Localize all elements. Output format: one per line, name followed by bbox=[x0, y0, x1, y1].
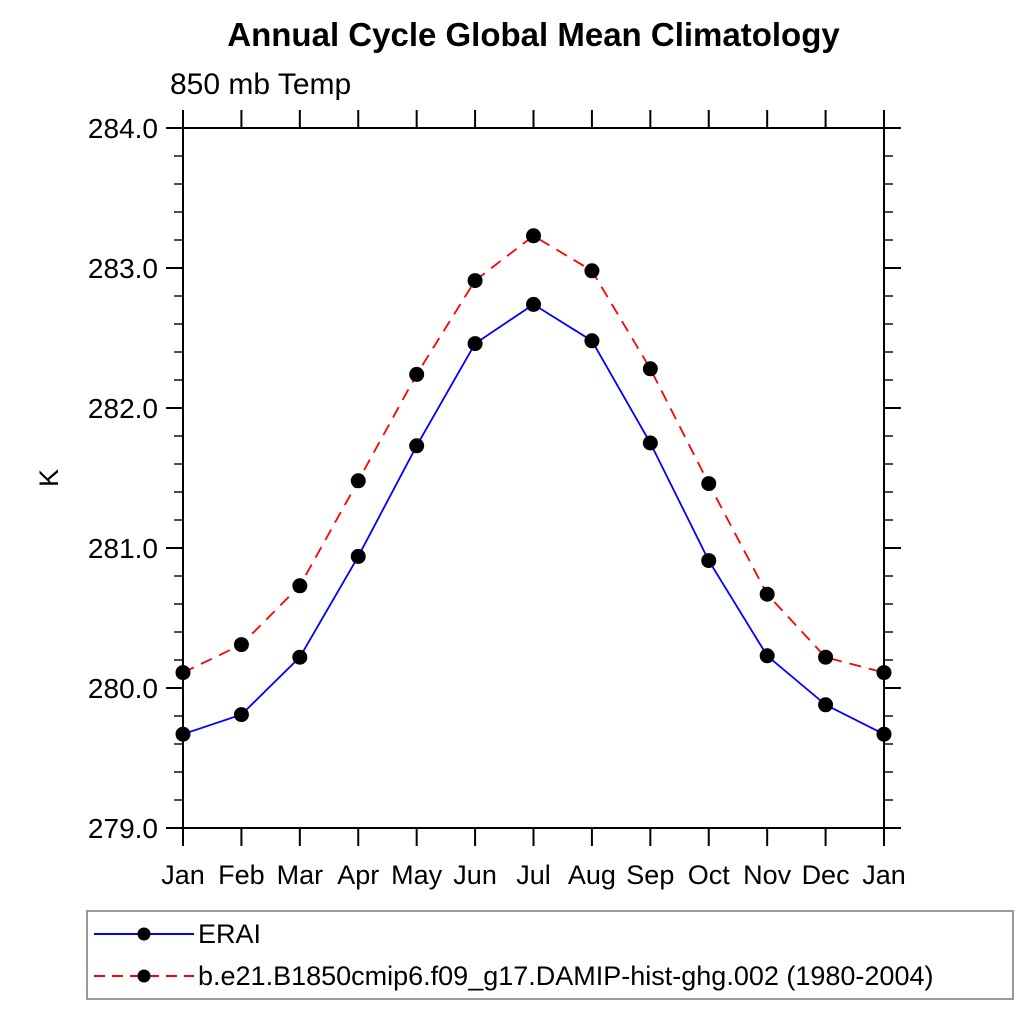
y-tick-label: 282.0 bbox=[88, 393, 158, 424]
x-tick-label: Aug bbox=[568, 860, 616, 890]
data-point-marker bbox=[818, 649, 834, 665]
data-point-marker bbox=[759, 586, 775, 602]
data-point-marker bbox=[642, 361, 658, 377]
legend-item-erai: ERAI bbox=[88, 913, 1012, 955]
legend: ERAI b.e21.B1850cmip6.f09_g17.DAMIP-hist… bbox=[86, 910, 1014, 1000]
data-point-marker bbox=[467, 273, 483, 289]
data-point-marker bbox=[526, 228, 541, 244]
plot-area: Jan Feb Mar Apr May Jun Jul Aug Sep Oct Nov Dec Jan2… bbox=[34, 110, 906, 890]
y-tick-label: 281.0 bbox=[88, 533, 158, 564]
x-tick-label: Jan bbox=[161, 860, 205, 890]
x-tick-label: Jul bbox=[516, 860, 551, 890]
data-point-marker bbox=[526, 296, 541, 312]
data-point-marker bbox=[350, 473, 366, 489]
x-tick-label: Sep bbox=[626, 860, 674, 890]
data-point-marker bbox=[584, 263, 600, 279]
x-tick-label: Mar bbox=[277, 860, 324, 890]
y-tick-label: 283.0 bbox=[88, 253, 158, 284]
data-point-marker bbox=[292, 649, 308, 665]
y-tick-label: 284.0 bbox=[88, 113, 158, 144]
data-point-marker bbox=[292, 578, 308, 594]
x-tick-label: Apr bbox=[337, 860, 379, 890]
legend-label-model: b.e21.B1850cmip6.f09_g17.DAMIP-hist-ghg.… bbox=[198, 960, 934, 991]
x-tick-label: May bbox=[391, 860, 443, 890]
data-point-marker bbox=[409, 438, 425, 454]
data-point-marker bbox=[233, 637, 249, 653]
data-point-marker bbox=[759, 648, 775, 664]
x-tick-label: Feb bbox=[218, 860, 265, 890]
data-point-marker bbox=[233, 707, 249, 723]
legend-key-dashed-line-icon bbox=[94, 969, 194, 983]
x-tick-label: Oct bbox=[688, 860, 731, 890]
legend-item-model: b.e21.B1850cmip6.f09_g17.DAMIP-hist-ghg.… bbox=[88, 955, 1012, 997]
x-tick-label: Jan bbox=[862, 860, 906, 890]
data-point-marker bbox=[584, 333, 600, 349]
x-tick-label: Jun bbox=[453, 860, 497, 890]
plot-frame bbox=[182, 127, 885, 829]
data-point-marker bbox=[818, 697, 834, 713]
x-tick-label: Dec bbox=[802, 860, 850, 890]
data-point-marker bbox=[350, 548, 366, 564]
y-tick-label: 279.0 bbox=[88, 813, 158, 844]
legend-key-solid-line-icon bbox=[94, 927, 194, 941]
x-tick-label: Nov bbox=[743, 860, 792, 890]
data-point-marker bbox=[175, 726, 191, 742]
data-point-marker bbox=[409, 366, 425, 382]
chart-subtitle: 850 mb Temp bbox=[170, 68, 352, 101]
data-point-marker bbox=[175, 665, 191, 681]
data-point-marker bbox=[701, 476, 717, 492]
data-point-marker bbox=[701, 553, 717, 569]
legend-label-erai: ERAI bbox=[198, 918, 262, 949]
chart-title: Annual Cycle Global Mean Climatology bbox=[227, 16, 840, 53]
data-point-marker bbox=[876, 726, 892, 742]
data-point-marker bbox=[876, 665, 892, 681]
y-axis-title: K bbox=[34, 469, 64, 487]
data-point-marker bbox=[467, 336, 483, 352]
series-line-erai bbox=[182, 303, 885, 736]
y-tick-label: 280.0 bbox=[88, 673, 158, 704]
data-point-marker bbox=[642, 435, 658, 451]
